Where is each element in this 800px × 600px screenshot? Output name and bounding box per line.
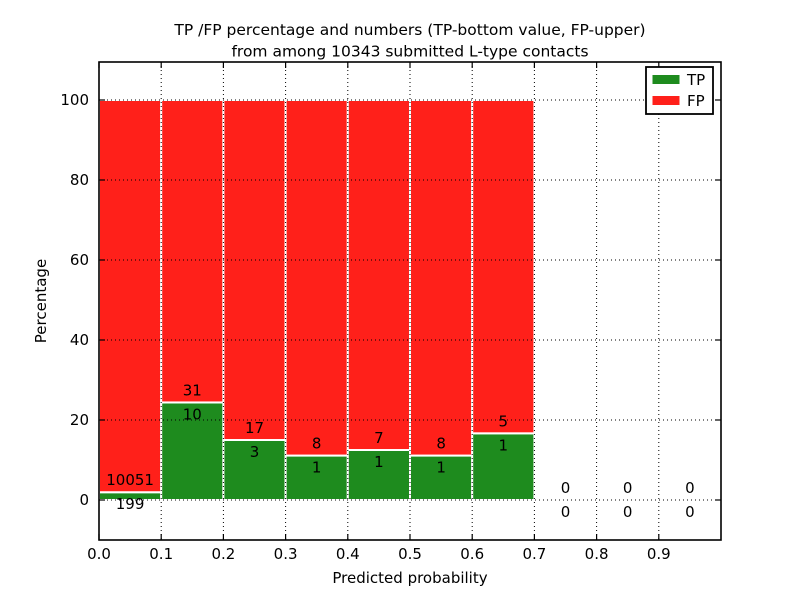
fp-bar-segment <box>346 99 411 451</box>
tp-count-label: 3 <box>250 443 260 461</box>
legend-fp-swatch <box>652 96 680 105</box>
fp-count-label: 0 <box>561 479 571 497</box>
x-tick-label: 0.2 <box>211 545 235 563</box>
fp-count-label: 17 <box>245 419 264 437</box>
fp-count-label: 7 <box>374 429 384 447</box>
y-tick-label: 60 <box>70 251 89 269</box>
tp-bar-segment <box>284 454 349 501</box>
tp-count-label: 10 <box>183 405 202 423</box>
x-tick-label: 0.8 <box>585 545 609 563</box>
fp-bar-segment <box>222 99 287 441</box>
tp-count-label: 1 <box>374 453 384 471</box>
x-tick-label: 0.5 <box>398 545 422 563</box>
tick-labels-layer: 0.0 0.1 0.2 0.3 0.4 0.5 0.6 0.7 0.8 0.90204060801… <box>60 91 670 563</box>
tp-count-label: 1 <box>499 436 509 454</box>
tp-count-label: 0 <box>623 503 633 521</box>
y-tick-label: 0 <box>79 491 89 509</box>
fp-bar-segment <box>98 99 163 494</box>
x-tick-label: 0.0 <box>87 545 111 563</box>
chart-title-line2: from among 10343 submitted L-type contac… <box>231 43 588 61</box>
fp-bar-segment <box>409 99 474 457</box>
x-tick-label: 0.3 <box>274 545 298 563</box>
legend: TP FP <box>645 66 714 115</box>
fp-count-label: 0 <box>685 479 695 497</box>
fp-count-label: 8 <box>312 435 322 453</box>
fp-count-label: 10051 <box>106 471 154 489</box>
tp-count-label: 0 <box>561 503 571 521</box>
tp-count-label: 1 <box>312 459 322 477</box>
y-tick-label: 20 <box>70 411 89 429</box>
fp-bar-segment <box>471 99 536 435</box>
legend-box <box>645 66 714 115</box>
fp-count-label: 0 <box>623 479 633 497</box>
axes-frame-layer <box>98 61 722 541</box>
x-tick-label: 0.9 <box>647 545 671 563</box>
fp-bar-segment <box>160 99 225 404</box>
x-tick-label: 0.1 <box>149 545 173 563</box>
y-axis-label: Percentage <box>32 259 50 343</box>
x-axis-label: Predicted probability <box>332 569 487 587</box>
chart-title-line1: TP /FP percentage and numbers (TP-bottom… <box>173 21 645 39</box>
tp-bar-segment <box>160 401 225 501</box>
x-tick-label: 0.4 <box>336 545 360 563</box>
fp-count-label: 8 <box>436 435 446 453</box>
legend-tp-swatch <box>652 75 680 84</box>
tp-count-label: 199 <box>116 495 145 513</box>
legend-tp-label: TP <box>686 71 705 89</box>
legend-fp-label: FP <box>687 92 705 110</box>
x-tick-label: 0.7 <box>522 545 546 563</box>
y-tick-label: 100 <box>60 91 89 109</box>
fp-count-label: 31 <box>183 381 202 399</box>
tp-bar-segment <box>346 449 411 501</box>
fp-count-label: 5 <box>499 412 509 430</box>
y-tick-label: 40 <box>70 331 89 349</box>
fp-bar-segment <box>284 99 349 457</box>
tp-count-label: 0 <box>685 503 695 521</box>
tp-count-label: 1 <box>436 459 446 477</box>
y-tick-label: 80 <box>70 171 89 189</box>
bars-layer <box>98 99 536 502</box>
x-tick-label: 0.6 <box>460 545 484 563</box>
